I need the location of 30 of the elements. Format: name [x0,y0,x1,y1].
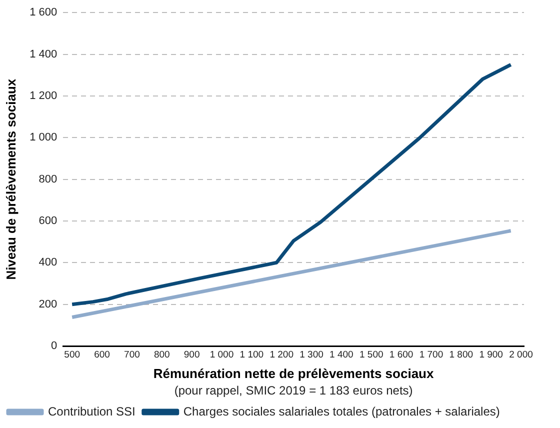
x-tick-label: 1 900 [479,349,503,360]
x-tick-label: 1 400 [330,349,354,360]
x-tick-label: 800 [154,349,170,360]
x-tick-label: 700 [124,349,140,360]
legend-label: Contribution SSI [48,404,136,418]
legend-label: Charges sociales salariales totales (patronales + salariales) [183,404,500,418]
text: (pour rappel, SMIC 2019 = 1 183 euros nets) [174,383,413,398]
y-tick-label: 1 600 [30,6,58,19]
x-axis-title: Rémunération nette de prélèvements sociaux [153,366,434,381]
x-tick-label: 1 600 [389,349,414,360]
x-tick-label: 600 [94,349,110,360]
y-tick-label: 200 [38,298,58,310]
x-tick-label: 500 [64,349,80,360]
y-tick-label: 1 400 [30,48,58,60]
x-tick-label: 1 700 [419,349,444,360]
x-tick-label: 1 800 [449,349,474,360]
x-tick-label: 1 000 [210,349,234,360]
x-tick-label: 2 000 [509,349,533,360]
x-tick-label: 1 300 [300,349,324,360]
x-tick-label: 1 100 [240,349,264,360]
x-tick-label: 900 [184,349,200,360]
y-axis-title: Niveau de prélèvements sociaux [3,78,18,280]
x-tick-label: 1 200 [270,349,294,360]
y-tick-label: 1 000 [30,132,58,144]
y-tick-label: 600 [38,215,58,228]
y-tick-label: 0 [51,340,58,352]
x-tick-label: 1 500 [359,349,384,360]
y-tick-label: 1 200 [30,90,58,102]
y-tick-label: 400 [38,256,58,269]
y-tick-label: 800 [38,173,58,186]
